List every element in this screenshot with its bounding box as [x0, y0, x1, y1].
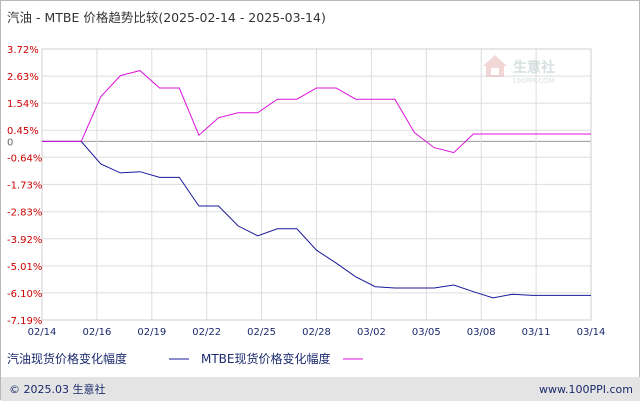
- x-tick-label: 02/14: [28, 327, 57, 338]
- y-tick-labels: 3.72% 2.63% 1.54% 0.45%0 -0.64% -1.73% -2.83% -…: [7, 45, 42, 327]
- watermark-logo: 生意社 100PPI.COM: [483, 55, 555, 85]
- y-tick-label: 0: [7, 137, 13, 148]
- watermark-brand: 生意社: [513, 59, 555, 76]
- watermark-url: 100PPI.COM: [512, 77, 555, 85]
- watermark-house-icon: [483, 55, 507, 77]
- y-tick-label: -5.01%: [7, 262, 42, 273]
- x-tick-label: 02/19: [137, 327, 166, 338]
- y-tick-label: 0.45%: [7, 126, 39, 137]
- x-tick-label: 03/08: [467, 327, 496, 338]
- y-tick-label: 2.63%: [7, 72, 39, 83]
- y-tick-label: -6.10%: [7, 289, 42, 300]
- x-tick-label: 03/14: [577, 327, 606, 338]
- y-tick-label: 1.54%: [7, 99, 39, 110]
- x-tick-label: 02/28: [302, 327, 331, 338]
- x-tick-label: 02/22: [192, 327, 221, 338]
- x-tick-labels: 02/14 02/16 02/19 02/22 02/25 02/28 03/02 03/05…: [28, 327, 606, 338]
- y-tick-label: -0.64%: [7, 153, 42, 164]
- footer-copyright: © 2025.03 生意社: [9, 382, 105, 396]
- series-lines: [42, 70, 591, 299]
- legend: 汽油现货价格变化幅度 MTBE现货价格变化幅度: [7, 351, 363, 366]
- y-tick-label: 3.72%: [7, 45, 39, 56]
- x-tick-label: 02/16: [82, 327, 111, 338]
- watermark-house-window: [491, 68, 499, 75]
- y-tick-label: -7.19%: [7, 316, 42, 327]
- legend-label-gasoline: 汽油现货价格变化幅度: [7, 351, 127, 366]
- legend-label-mtbe: MTBE现货价格变化幅度: [201, 351, 331, 366]
- footer-bar: [1, 377, 640, 401]
- x-tick-label: 03/05: [412, 327, 441, 338]
- x-tick-label: 02/25: [247, 327, 276, 338]
- series-line-mtbe: [42, 70, 591, 154]
- y-tick-label: -2.83%: [7, 208, 42, 219]
- footer-url: www.100PPI.com: [539, 383, 633, 396]
- axes: [41, 48, 592, 321]
- y-tick-label: -3.92%: [7, 235, 42, 246]
- series-line-gasoline: [42, 140, 591, 299]
- x-tick-label: 03/02: [357, 327, 386, 338]
- grid-lines: [41, 48, 592, 321]
- plot-frame: [41, 48, 592, 321]
- x-tick-label: 03/11: [522, 327, 551, 338]
- y-tick-label: -1.73%: [7, 180, 42, 191]
- chart-title: 汽油 - MTBE 价格趋势比较(2025-02-14 - 2025-03-14…: [7, 10, 326, 25]
